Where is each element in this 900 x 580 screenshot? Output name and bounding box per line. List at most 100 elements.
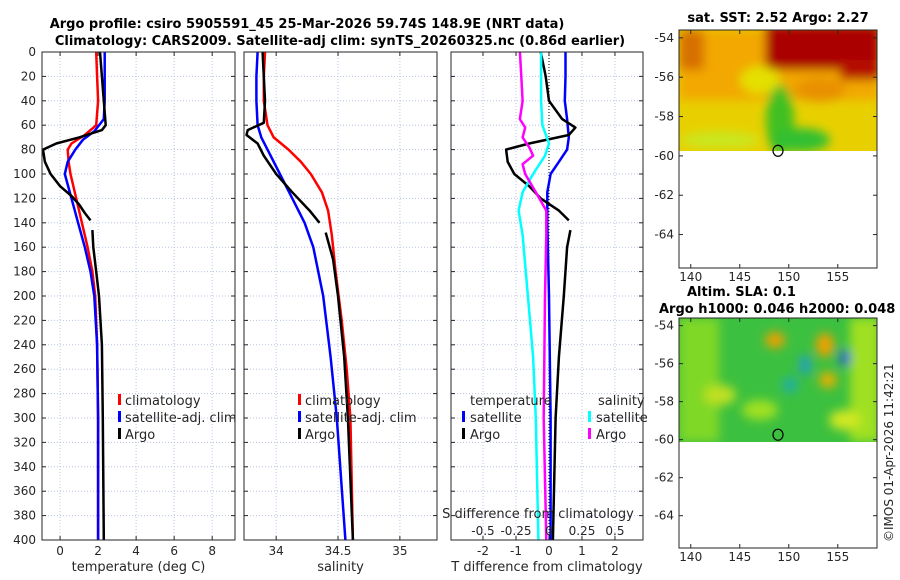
legend-swatch bbox=[588, 428, 591, 439]
lon-tick-label: 145 bbox=[728, 270, 751, 284]
legend-entry: Argo bbox=[305, 428, 335, 443]
lat-tick-label: -60 bbox=[654, 433, 674, 447]
lat-tick-label: -54 bbox=[654, 31, 674, 45]
lat-tick-label: -62 bbox=[654, 188, 674, 202]
legend-swatch bbox=[298, 411, 301, 422]
salinity-axes-frame bbox=[243, 51, 438, 541]
x-axis-label: T difference from climatology bbox=[450, 560, 643, 575]
difference-axes-frame bbox=[450, 51, 644, 541]
x-axis-label: temperature (deg C) bbox=[72, 560, 206, 575]
lon-tick-label: 145 bbox=[728, 550, 751, 564]
y-tick-label: 240 bbox=[13, 338, 36, 352]
legend-entry: climatology bbox=[125, 394, 201, 409]
legend-swatch bbox=[118, 394, 121, 405]
x-tick-label: 2 bbox=[611, 544, 619, 558]
x-tick-label: 0 bbox=[545, 544, 553, 558]
lon-tick-label: 150 bbox=[777, 550, 800, 564]
legend-entry: climatology bbox=[305, 394, 381, 409]
legend-swatch bbox=[462, 411, 465, 422]
legend-swatch bbox=[298, 428, 301, 439]
lon-tick-label: 150 bbox=[777, 270, 800, 284]
y-tick-label: 380 bbox=[13, 509, 36, 523]
x-tick-label: -2 bbox=[477, 544, 489, 558]
temperature-axes-frame bbox=[41, 51, 236, 541]
y-tick-label: 20 bbox=[21, 69, 36, 83]
map-title: sat. SST: 2.52 Argo: 2.27 bbox=[687, 11, 868, 26]
s-tick-label: 0.5 bbox=[605, 524, 624, 538]
legend-swatch bbox=[588, 411, 591, 422]
x-tick-label: 35 bbox=[392, 544, 407, 558]
lon-tick-label: 140 bbox=[679, 550, 702, 564]
legend-swatch bbox=[462, 428, 465, 439]
lat-tick-label: -64 bbox=[654, 228, 674, 242]
y-tick-label: 40 bbox=[21, 94, 36, 108]
argo-float-location-marker bbox=[772, 428, 784, 441]
sla_map-frame bbox=[678, 317, 878, 549]
legend-group-title: temperature bbox=[470, 394, 552, 409]
lon-tick-label: 155 bbox=[826, 550, 849, 564]
lat-tick-label: -58 bbox=[654, 110, 674, 124]
legend-entry: Argo bbox=[125, 428, 155, 443]
figure-title-line2: Climatology: CARS2009. Satellite-adj cli… bbox=[55, 34, 625, 49]
y-tick-label: 180 bbox=[13, 265, 36, 279]
series-line-temperature-argo bbox=[551, 229, 572, 541]
series-line-argo bbox=[41, 51, 107, 222]
y-tick-label: 280 bbox=[13, 387, 36, 401]
x-tick-label: 0 bbox=[56, 544, 64, 558]
lat-tick-label: -56 bbox=[654, 70, 674, 84]
x-tick-label: 34 bbox=[269, 544, 284, 558]
x-tick-label: 2 bbox=[94, 544, 102, 558]
y-tick-label: 160 bbox=[13, 240, 36, 254]
y-tick-label: 340 bbox=[13, 460, 36, 474]
lat-tick-label: -54 bbox=[654, 319, 674, 333]
legend-entry: satellite-adj. clim bbox=[125, 411, 237, 426]
s-tick-label: -0.25 bbox=[500, 524, 531, 538]
legend-entry: satellite-adj. clim bbox=[305, 411, 417, 426]
lat-tick-label: -64 bbox=[654, 509, 674, 523]
y-tick-label: 260 bbox=[13, 362, 36, 376]
x-tick-label: -1 bbox=[510, 544, 522, 558]
y-tick-label: 60 bbox=[21, 118, 36, 132]
y-tick-label: 200 bbox=[13, 289, 36, 303]
map-title: Altim. SLA: 0.1 bbox=[687, 285, 796, 300]
lat-tick-label: -58 bbox=[654, 395, 674, 409]
legend-swatch bbox=[118, 428, 121, 439]
x-tick-label: 34.5 bbox=[325, 544, 352, 558]
lat-tick-label: -62 bbox=[654, 471, 674, 485]
legend-group-title: salinity bbox=[598, 394, 645, 409]
lat-tick-label: -56 bbox=[654, 357, 674, 371]
legend-entry: satellite bbox=[596, 411, 648, 426]
series-line-argo bbox=[324, 232, 355, 541]
copyright-label: ©IMOS 01-Apr-2026 11:42:21 bbox=[882, 363, 896, 542]
y-tick-label: 300 bbox=[13, 411, 36, 425]
x-tick-label: 6 bbox=[170, 544, 178, 558]
series-line-salinity-argo bbox=[518, 51, 548, 541]
x-tick-label: 1 bbox=[578, 544, 586, 558]
map-subtitle: Argo h1000: 0.046 h2000: 0.048 bbox=[659, 302, 895, 317]
y-tick-label: 400 bbox=[13, 533, 36, 547]
lon-tick-label: 140 bbox=[679, 270, 702, 284]
charts-layer: 0204060801001201401601802002202402602803… bbox=[13, 11, 895, 575]
y-tick-label: 140 bbox=[13, 216, 36, 230]
x-axis-label: salinity bbox=[317, 560, 364, 575]
lon-tick-label: 155 bbox=[826, 270, 849, 284]
y-tick-label: 360 bbox=[13, 484, 36, 498]
y-tick-label: 100 bbox=[13, 167, 36, 181]
y-tick-label: 0 bbox=[28, 45, 36, 59]
sst_map-panel: -54 -56 -58 -60 -62 -64 140 145 150 155 sat. SST: … bbox=[654, 11, 878, 284]
sla_map-panel: -54 -56 -58 -60 -62 -64 140 145 150 155 Altim. SLA… bbox=[654, 285, 895, 564]
legend-entry: Argo bbox=[470, 428, 500, 443]
series-line-temperature-satellite bbox=[546, 52, 571, 540]
sst_map-frame bbox=[678, 29, 878, 269]
series-line-argo bbox=[91, 230, 106, 541]
temperature-panel: 0204060801001201401601802002202402602803… bbox=[13, 45, 237, 575]
x-tick-label: 8 bbox=[208, 544, 216, 558]
y-tick-label: 220 bbox=[13, 313, 36, 327]
legend-entry: Argo bbox=[596, 428, 626, 443]
s-tick-label: -0.5 bbox=[471, 524, 494, 538]
lat-tick-label: -60 bbox=[654, 149, 674, 163]
s-axis-label: S difference from climatology bbox=[442, 507, 634, 522]
sla-map-field bbox=[679, 318, 877, 442]
y-tick-label: 120 bbox=[13, 191, 36, 205]
